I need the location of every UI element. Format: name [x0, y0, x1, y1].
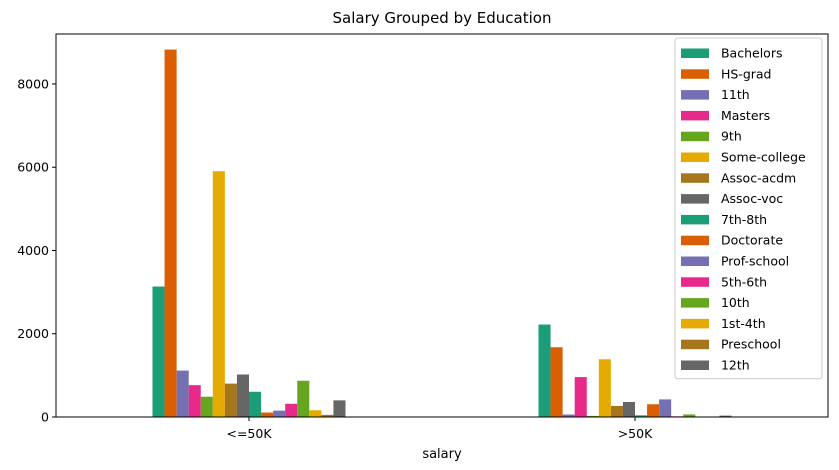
y-tick-label: 8000 [17, 76, 49, 91]
legend-swatch [681, 152, 709, 162]
legend-swatch [681, 69, 709, 79]
legend-label: 5th-6th [717, 274, 767, 289]
legend-swatch [681, 90, 709, 100]
legend-label: Doctorate [717, 233, 783, 248]
legend-label: Assoc-acdm [717, 170, 796, 185]
bar [321, 414, 334, 417]
bar [538, 324, 551, 417]
x-tick-label: <=50K [226, 426, 272, 441]
legend-swatch [681, 173, 709, 183]
bar [224, 383, 237, 417]
y-tick-label: 4000 [17, 243, 49, 258]
bar [273, 410, 286, 417]
legend-swatch [681, 360, 709, 370]
chart-title: Salary Grouped by Education [333, 9, 552, 27]
bar [610, 405, 623, 417]
legend-label: Masters [717, 108, 770, 123]
bar [261, 412, 274, 417]
legend-label: 12th [717, 358, 750, 373]
legend-swatch [681, 214, 709, 225]
bar [285, 403, 298, 417]
legend-label: 1st-4th [717, 316, 766, 331]
bar [562, 414, 575, 417]
bar [333, 400, 346, 417]
bar [188, 385, 201, 417]
bar [586, 415, 599, 417]
legend: Bachelors HS-grad 11th Masters 9th Some-… [674, 37, 823, 380]
bar [164, 49, 177, 417]
legend-swatch [681, 110, 709, 121]
x-tick-label: >50K [618, 426, 653, 441]
bar [598, 359, 611, 417]
legend-label: 7th-8th [717, 212, 767, 227]
legend-swatch [681, 48, 709, 58]
bar [683, 414, 696, 417]
legend-label: Bachelors [717, 46, 782, 61]
legend-swatch [681, 256, 709, 266]
bar [719, 415, 732, 417]
legend-swatch [681, 298, 709, 308]
legend-label: 11th [717, 87, 750, 102]
bar [622, 401, 635, 417]
bar [297, 380, 310, 417]
bar [212, 171, 225, 417]
legend-swatch [681, 318, 709, 329]
legend-label: 9th [717, 129, 742, 144]
legend-swatch [681, 235, 709, 246]
legend-swatch [681, 131, 709, 142]
legend-label: Assoc-voc [717, 191, 783, 206]
bar [176, 370, 189, 417]
y-tick-label: 0 [41, 410, 49, 425]
bar [550, 347, 563, 417]
bars-group [152, 49, 732, 417]
bar [635, 415, 648, 417]
x-axis-label: salary [422, 447, 462, 462]
legend-swatch [681, 194, 709, 204]
bar [249, 391, 262, 417]
y-axis: 0 2000 4000 6000 8000 [17, 76, 56, 425]
bar [647, 404, 660, 417]
x-axis: <=50K >50K [226, 417, 653, 441]
plot-frame [55, 33, 829, 418]
bar [200, 396, 213, 417]
legend-label: Prof-school [717, 254, 789, 269]
legend-swatch [681, 277, 709, 287]
legend-label: Some-college [717, 150, 806, 165]
legend-swatch [681, 339, 709, 350]
legend-label: 10th [717, 295, 750, 310]
bar [659, 399, 672, 417]
y-tick-label: 6000 [17, 160, 49, 175]
legend-label: HS-grad [717, 66, 772, 81]
legend-box [674, 37, 823, 380]
bar [309, 410, 322, 417]
bar [236, 374, 249, 417]
bar [152, 286, 165, 417]
y-tick-label: 2000 [17, 326, 49, 341]
legend-label: Preschool [717, 337, 781, 352]
bar [574, 377, 587, 417]
